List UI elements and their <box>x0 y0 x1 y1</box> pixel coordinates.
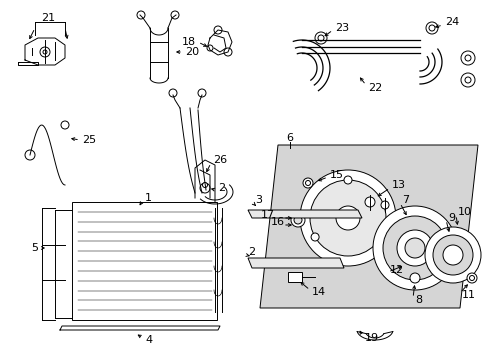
Text: 11: 11 <box>461 290 475 300</box>
Circle shape <box>468 275 473 280</box>
Circle shape <box>200 183 209 193</box>
Circle shape <box>409 273 419 283</box>
Text: 12: 12 <box>389 265 403 275</box>
Circle shape <box>335 206 359 230</box>
Text: 16: 16 <box>270 217 285 227</box>
Text: 21: 21 <box>41 13 55 23</box>
Text: 22: 22 <box>367 83 382 93</box>
Circle shape <box>202 183 207 188</box>
Text: 25: 25 <box>82 135 96 145</box>
Polygon shape <box>260 145 477 308</box>
Circle shape <box>396 230 432 266</box>
Polygon shape <box>247 210 361 218</box>
Circle shape <box>424 227 480 283</box>
Text: 18: 18 <box>182 37 196 47</box>
Text: 13: 13 <box>391 180 405 190</box>
Circle shape <box>372 206 456 290</box>
Circle shape <box>364 197 374 207</box>
Circle shape <box>310 233 319 241</box>
Text: 26: 26 <box>213 155 226 165</box>
Circle shape <box>309 180 385 256</box>
Circle shape <box>432 235 472 275</box>
Text: 14: 14 <box>311 287 325 297</box>
Text: 23: 23 <box>334 23 348 33</box>
Text: 15: 15 <box>329 170 343 180</box>
Text: 8: 8 <box>414 295 421 305</box>
Circle shape <box>303 178 312 188</box>
Circle shape <box>404 238 424 258</box>
Text: 2: 2 <box>247 247 255 257</box>
Circle shape <box>305 180 310 185</box>
Text: 10: 10 <box>457 207 471 217</box>
Text: 3: 3 <box>254 195 262 205</box>
Circle shape <box>376 233 384 241</box>
Text: 20: 20 <box>184 47 199 57</box>
Circle shape <box>466 273 476 283</box>
Text: 24: 24 <box>444 17 458 27</box>
Circle shape <box>293 216 302 224</box>
Text: 19: 19 <box>364 333 378 343</box>
Bar <box>72 202 217 320</box>
Circle shape <box>380 201 388 209</box>
Text: 9: 9 <box>447 213 454 223</box>
Text: 1: 1 <box>145 193 152 203</box>
Circle shape <box>442 245 462 265</box>
Polygon shape <box>247 258 343 268</box>
Text: 17: 17 <box>260 210 274 220</box>
Text: 4: 4 <box>145 335 152 345</box>
Text: 2: 2 <box>218 183 224 193</box>
Text: 5: 5 <box>31 243 38 253</box>
Circle shape <box>299 170 395 266</box>
Circle shape <box>290 213 305 227</box>
Circle shape <box>382 216 446 280</box>
Bar <box>287 272 302 282</box>
Text: 6: 6 <box>286 133 293 143</box>
Text: 7: 7 <box>401 195 408 205</box>
Circle shape <box>343 176 351 184</box>
